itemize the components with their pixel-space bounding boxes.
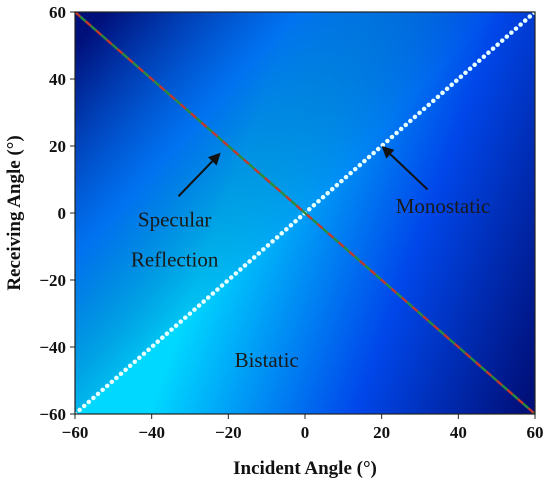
x-tick-label: −20 <box>215 423 242 442</box>
x-tick-label: 60 <box>527 423 544 442</box>
y-axis-title: Receiving Angle (°) <box>4 135 25 290</box>
y-tick-label: −60 <box>39 405 66 424</box>
y-tick-label: −20 <box>39 271 66 290</box>
x-tick-label: −60 <box>62 423 89 442</box>
annotation-bistatic: Bistatic <box>235 348 299 372</box>
annotation-reflection: Reflection <box>131 248 219 272</box>
x-tick-label: 20 <box>373 423 390 442</box>
y-tick-label: 0 <box>58 204 67 223</box>
x-axis-ticks: −60 −40 −20 0 20 40 60 <box>62 414 544 442</box>
x-tick-label: 0 <box>301 423 310 442</box>
x-axis-title: Incident Angle (°) <box>233 458 377 479</box>
x-tick-label: 40 <box>450 423 467 442</box>
annotation-monostatic: Monostatic <box>396 194 491 218</box>
annotation-specular: Specular <box>138 207 211 231</box>
y-tick-label: −40 <box>39 338 66 357</box>
y-tick-label: 20 <box>49 137 66 156</box>
y-axis-ticks: −60 −40 −20 0 20 40 60 <box>39 3 75 424</box>
x-tick-label: −40 <box>138 423 165 442</box>
y-tick-label: 40 <box>49 70 66 89</box>
y-tick-label: 60 <box>49 3 66 22</box>
